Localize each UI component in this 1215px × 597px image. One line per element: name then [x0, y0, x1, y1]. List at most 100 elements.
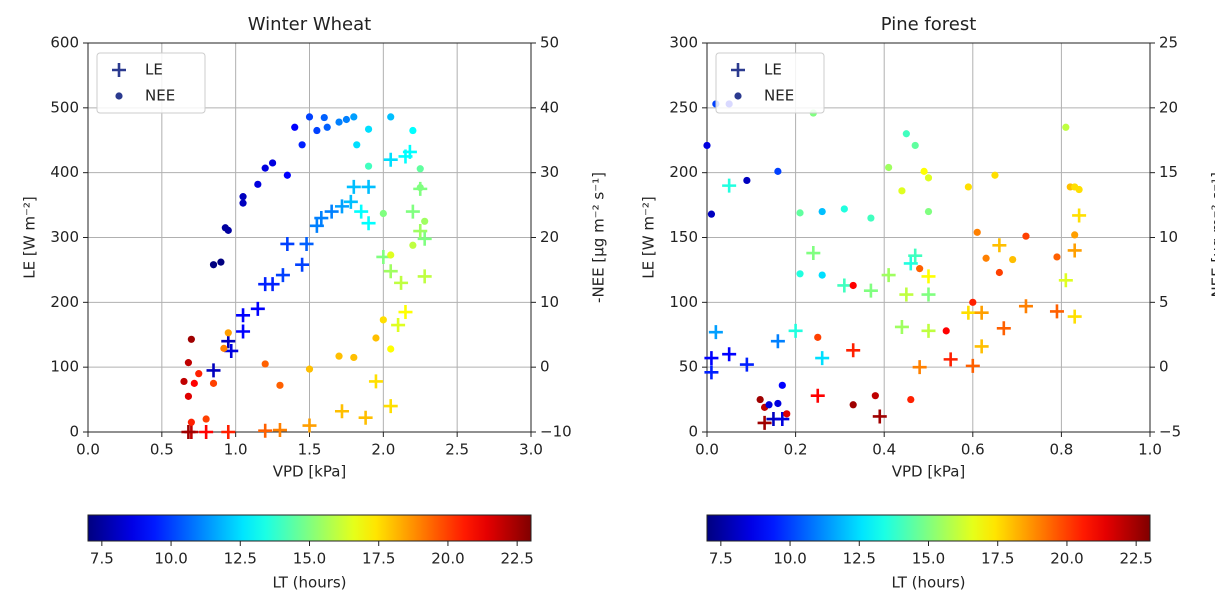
y-tick-label: 500 [50, 98, 79, 116]
dot-marker [188, 419, 195, 426]
dot-marker [324, 124, 331, 131]
plus-marker [895, 320, 909, 334]
dot-marker [313, 127, 320, 134]
plus-marker [406, 205, 420, 219]
plus-marker [354, 205, 368, 219]
dot-marker [239, 193, 246, 200]
plus-marker [1068, 243, 1082, 257]
plus-marker [789, 324, 803, 338]
colorbar [707, 515, 1150, 541]
plus-marker [199, 425, 213, 439]
dot-marker [982, 255, 989, 262]
dot-marker [321, 114, 328, 121]
dot-marker [365, 163, 372, 170]
x-tick-label: 1.0 [1138, 441, 1162, 459]
dot-marker [867, 214, 874, 221]
x-tick-label: 0.2 [784, 441, 808, 459]
colorbar-tick-label: 15.0 [912, 550, 945, 568]
dot-marker [417, 165, 424, 172]
plus-marker [975, 306, 989, 320]
x-axis-label: VPD [kPa] [273, 463, 347, 481]
dot-marker [872, 392, 879, 399]
dot-marker [217, 259, 224, 266]
y2-tick-label: −10 [540, 423, 572, 441]
x-tick-label: 3.0 [519, 441, 543, 459]
dot-marker [365, 126, 372, 133]
colorbar [88, 515, 531, 541]
x-tick-label: 1.0 [224, 441, 248, 459]
colorbar-tick-label: 20.0 [431, 550, 464, 568]
y-tick-label: 300 [669, 34, 698, 52]
plus-marker [811, 389, 825, 403]
y2-tick-label: 30 [540, 163, 559, 181]
colorbar-tick-label: 12.5 [843, 550, 876, 568]
dot-marker [925, 208, 932, 215]
colorbar-tick-label: 20.0 [1050, 550, 1083, 568]
dot-marker [262, 360, 269, 367]
plus-marker [280, 237, 294, 251]
plus-marker [975, 339, 989, 353]
dot-marker [1053, 253, 1060, 260]
colorbar-label: LT (hours) [272, 574, 346, 592]
legend-marker [734, 92, 741, 99]
y-tick-label: 0 [69, 423, 79, 441]
y-tick-label: 50 [679, 358, 698, 376]
dot-marker [925, 174, 932, 181]
plus-marker [1019, 299, 1033, 313]
dot-marker [353, 141, 360, 148]
dot-marker [765, 401, 772, 408]
dot-marker [387, 113, 394, 120]
dot-marker [409, 242, 416, 249]
plus-marker [369, 374, 383, 388]
colorbar-tick-label: 22.5 [500, 550, 533, 568]
plus-marker [398, 305, 412, 319]
plus-marker [181, 425, 195, 439]
dot-marker [276, 382, 283, 389]
plus-marker [899, 288, 913, 302]
dot-marker [1071, 231, 1078, 238]
y-tick-label: 0 [688, 423, 698, 441]
colorbar-tick-label: 12.5 [224, 550, 257, 568]
y-tick-label: 100 [669, 293, 698, 311]
dot-marker [920, 168, 927, 175]
dot-marker [372, 334, 379, 341]
plus-marker [922, 269, 936, 283]
plus-marker [236, 325, 250, 339]
x-tick-label: 1.5 [298, 441, 322, 459]
dot-marker [220, 345, 227, 352]
plus-marker [740, 358, 754, 372]
colorbar-label: LT (hours) [891, 574, 965, 592]
y-tick-label: 300 [50, 228, 79, 246]
x-tick-label: 0.8 [1049, 441, 1073, 459]
plus-marker [722, 179, 736, 193]
dot-marker [239, 200, 246, 207]
plus-marker [362, 216, 376, 230]
x-tick-label: 0.5 [150, 441, 174, 459]
dot-marker [185, 393, 192, 400]
dot-marker [965, 183, 972, 190]
legend-label: LE [764, 61, 782, 79]
plus-marker [1068, 310, 1082, 324]
dot-marker [421, 218, 428, 225]
dot-marker [210, 380, 217, 387]
plus-marker [997, 321, 1011, 335]
dot-marker [974, 229, 981, 236]
plus-marker [1072, 208, 1086, 222]
y2-tick-label: 50 [540, 34, 559, 52]
dot-marker [269, 159, 276, 166]
y2-axis-label: -NEE [μg m⁻² s⁻¹] [590, 172, 608, 303]
dot-marker [203, 415, 210, 422]
y-tick-label: 150 [669, 228, 698, 246]
dot-marker [783, 410, 790, 417]
colorbar-tick-label: 15.0 [293, 550, 326, 568]
legend-marker [115, 92, 122, 99]
y2-tick-label: 25 [1159, 34, 1178, 52]
dot-marker [774, 168, 781, 175]
y2-tick-label: 15 [1159, 163, 1178, 181]
dot-marker [814, 334, 821, 341]
dot-marker [185, 359, 192, 366]
y-tick-label: 400 [50, 163, 79, 181]
plus-marker [922, 324, 936, 338]
dot-marker [943, 327, 950, 334]
